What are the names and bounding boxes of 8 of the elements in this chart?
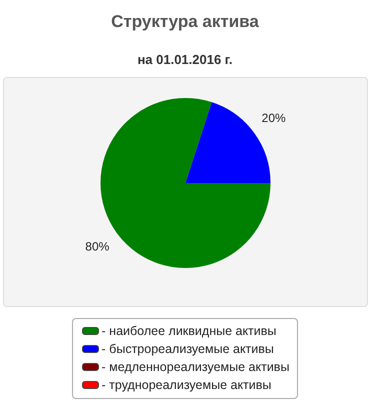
- chart-subtitle: на 01.01.2016 г.: [136, 51, 234, 69]
- legend-label: - труднореализуемые активы: [102, 378, 272, 392]
- data-label: 20%: [262, 111, 286, 126]
- legend-label: - быстрореализуемые активы: [102, 342, 274, 356]
- chart-title: Структура актива: [110, 11, 260, 33]
- legend-label: - медленнореализуемые активы: [102, 360, 290, 374]
- legend-label: - наиболее ликвидные активы: [102, 324, 276, 338]
- data-label: 80%: [85, 239, 110, 254]
